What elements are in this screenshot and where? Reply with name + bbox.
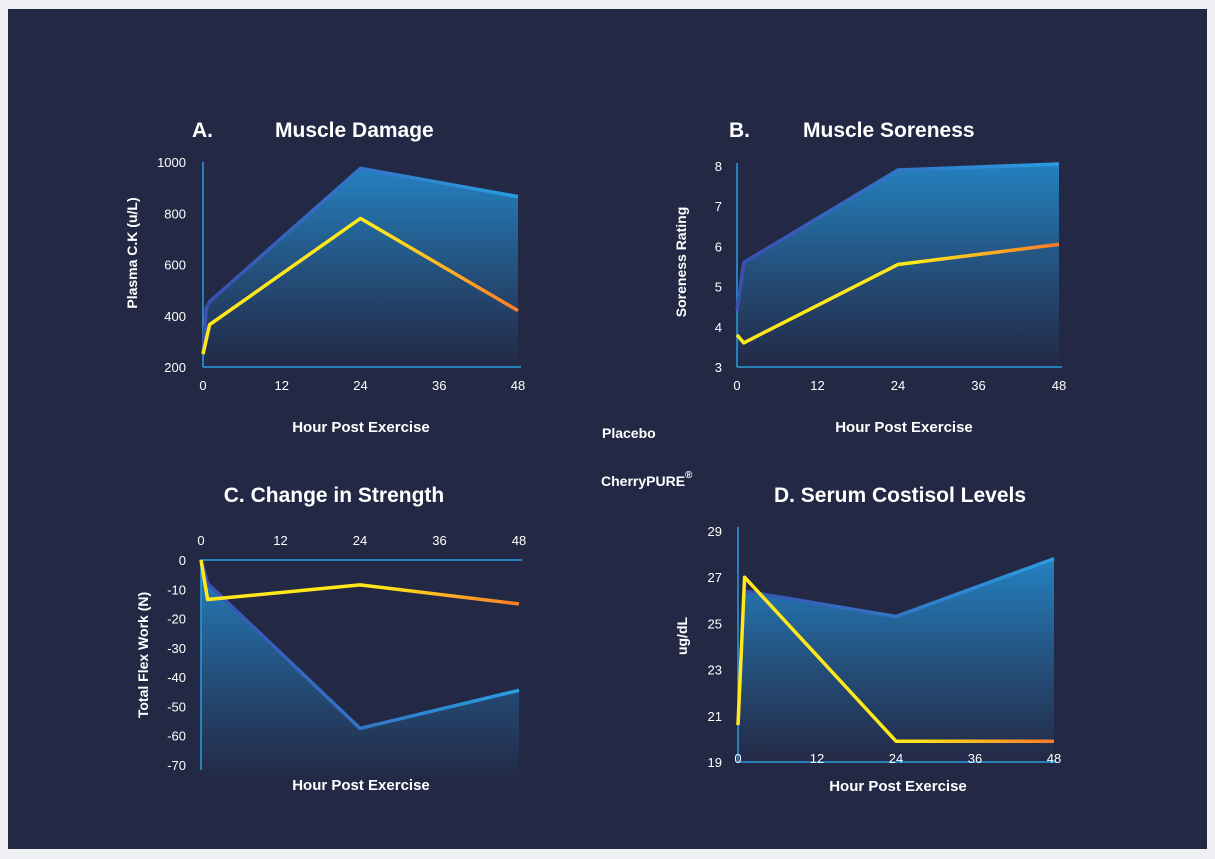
y-tick-label: 6 [715, 239, 722, 254]
placebo-area-a [203, 168, 518, 367]
x-tick-label: 12 [275, 378, 289, 393]
y-tick-label: 25 [708, 616, 722, 631]
cherrypure-line [735, 242, 1060, 345]
chart-change-in-strength: C. Change in Strength Total Flex Work (N… [135, 484, 526, 794]
legend: Placebo CherryPURE® [539, 425, 693, 489]
x-tick-label: 0 [199, 378, 206, 393]
y-tick-label: 21 [708, 709, 722, 724]
cherrypure-line [201, 216, 519, 355]
x-tick-label: 24 [353, 533, 367, 548]
chart-muscle-damage: A. Muscle Damage Plasma C.K (u/L) Hour P… [124, 119, 525, 436]
y-tick-label: 0 [179, 553, 186, 568]
chart-a-letter: A. [192, 119, 213, 142]
y-tick-label: 7 [715, 199, 722, 214]
chart-muscle-soreness: B. Muscle Soreness Soreness Rating Hour … [673, 119, 1066, 436]
placebo-line [735, 162, 1060, 311]
y-tick-label: -50 [167, 699, 186, 714]
y-tick-label: 8 [715, 159, 722, 174]
chart-a-xlabel: Hour Post Exercise [292, 419, 430, 436]
chart-b-ylabel: Soreness Rating [673, 207, 689, 317]
x-tick-label: 48 [1052, 378, 1066, 393]
y-tick-label: 3 [715, 360, 722, 375]
x-tick-label: 48 [1047, 751, 1061, 766]
y-tick-label: 29 [708, 524, 722, 539]
legend-cherrypure-label: CherryPURE® [601, 470, 693, 489]
placebo-line [201, 166, 519, 354]
y-tick-label: -20 [167, 612, 186, 627]
chart-b-letter: B. [729, 119, 750, 142]
y-tick-label: -10 [167, 582, 186, 597]
legend-registered-mark: ® [685, 470, 693, 481]
legend-placebo-label: Placebo [602, 425, 656, 441]
chart-d-xlabel: Hour Post Exercise [829, 778, 967, 795]
y-tick-label: 27 [708, 570, 722, 585]
x-tick-label: 0 [734, 751, 741, 766]
chart-c-ylabel: Total Flex Work (N) [135, 592, 151, 718]
x-tick-label: 0 [733, 378, 740, 393]
placebo-area-c [201, 560, 519, 780]
x-tick-label: 24 [891, 378, 905, 393]
y-tick-label: 600 [164, 258, 186, 273]
y-tick-label: 4 [715, 320, 722, 335]
x-tick-label: 36 [971, 378, 985, 393]
x-tick-label: 36 [432, 533, 446, 548]
y-tick-label: 1000 [157, 155, 186, 170]
cherrypure-line [736, 575, 1054, 743]
y-tick-label: 200 [164, 360, 186, 375]
legend-cherrypure-text: CherryPURE [601, 473, 685, 489]
y-tick-label: 23 [708, 663, 722, 678]
chart-c-xlabel: Hour Post Exercise [292, 777, 430, 794]
x-tick-label: 24 [889, 751, 903, 766]
x-tick-label: 12 [273, 533, 287, 548]
placebo-area-d [738, 558, 1054, 762]
x-tick-label: 36 [968, 751, 982, 766]
y-tick-label: 400 [164, 309, 186, 324]
chart-b-xlabel: Hour Post Exercise [835, 419, 973, 436]
chart-d-title: D. Serum Costisol Levels [774, 484, 1026, 507]
x-tick-label: 48 [512, 533, 526, 548]
chart-c-title: C. Change in Strength [224, 484, 445, 507]
chart-b-title: Muscle Soreness [803, 119, 975, 142]
y-tick-label: 5 [715, 280, 722, 295]
cherrypure-line [199, 559, 520, 606]
y-tick-label: -70 [167, 758, 186, 773]
y-tick-label: 19 [708, 755, 722, 770]
y-tick-label: 800 [164, 206, 186, 221]
x-tick-label: 0 [197, 533, 204, 548]
chart-d-ylabel: ug/dL [674, 617, 690, 656]
x-tick-label: 48 [511, 378, 525, 393]
x-tick-label: 12 [810, 751, 824, 766]
x-tick-label: 36 [432, 378, 446, 393]
y-tick-label: -60 [167, 729, 186, 744]
chart-a-ylabel: Plasma C.K (u/L) [124, 197, 140, 308]
x-tick-label: 24 [353, 378, 367, 393]
y-tick-label: -40 [167, 670, 186, 685]
x-tick-label: 12 [810, 378, 824, 393]
chart-a-title: Muscle Damage [275, 119, 434, 142]
y-tick-label: -30 [167, 641, 186, 656]
chart-serum-cortisol: D. Serum Costisol Levels ug/dL Hour Post… [674, 484, 1061, 795]
